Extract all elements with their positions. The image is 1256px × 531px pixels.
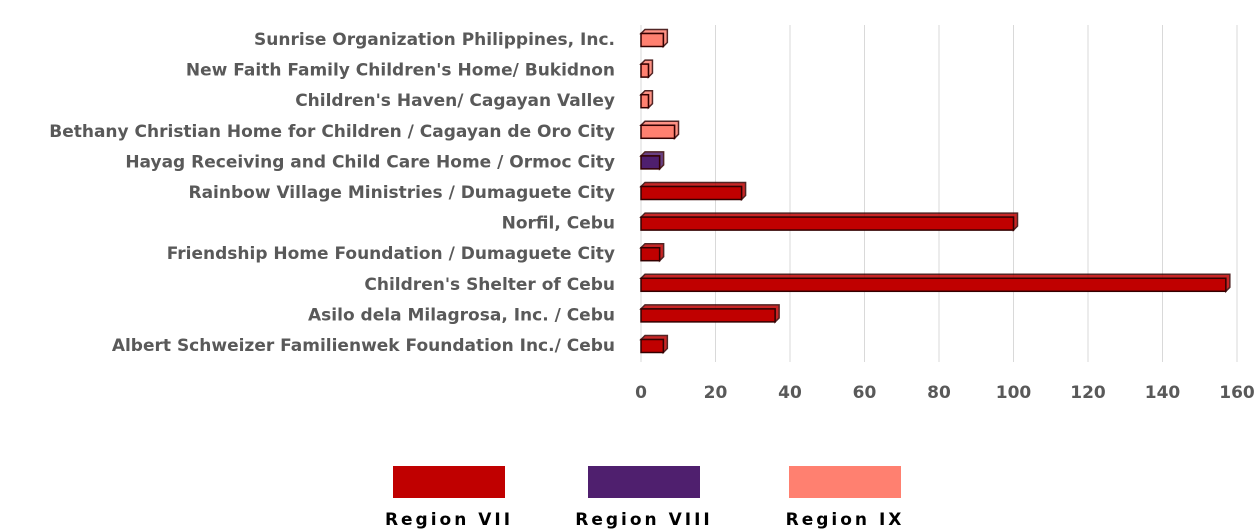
bar — [640, 216, 1015, 231]
bar — [640, 308, 776, 323]
bar — [640, 246, 661, 262]
y-tick-label: Rainbow Village Ministries / Dumaguete C… — [188, 183, 615, 203]
y-tick-label: Hayag Receiving and Child Care Home / Or… — [125, 152, 615, 172]
x-tick-label: 120 — [1070, 383, 1106, 403]
y-tick-label: Norfil, Cebu — [502, 214, 615, 234]
x-tick-label: 80 — [927, 383, 951, 403]
x-tick-label: 100 — [996, 383, 1032, 403]
x-tick-label: 20 — [704, 383, 728, 403]
y-tick-label: Sunrise Organization Philippines, Inc. — [254, 30, 615, 50]
x-tick-label: 60 — [853, 383, 877, 403]
bar — [640, 124, 676, 140]
legend-swatch — [789, 466, 901, 498]
y-tick-label: Albert Schweizer Familienwek Foundation … — [112, 336, 615, 356]
y-tick-label: New Faith Family Children's Home/ Bukidn… — [186, 61, 615, 81]
y-tick-label: Bethany Christian Home for Children / Ca… — [49, 122, 615, 142]
bar — [640, 32, 665, 48]
y-tick-label: Children's Haven/ Cagayan Valley — [295, 91, 615, 111]
legend-swatch — [393, 466, 505, 498]
bar — [640, 93, 650, 109]
bar — [640, 63, 650, 78]
legend-label: Region VII — [385, 510, 513, 530]
x-tick-label: 160 — [1219, 383, 1255, 403]
bar — [640, 155, 661, 170]
y-tick-label: Friendship Home Foundation / Dumaguete C… — [167, 244, 615, 264]
y-tick-label: Asilo dela Milagrosa, Inc. / Cebu — [308, 305, 615, 325]
legend-label: Region IX — [786, 510, 905, 530]
legend-swatch — [588, 466, 700, 498]
x-tick-label: 140 — [1145, 383, 1181, 403]
x-tick-label: 0 — [635, 383, 647, 403]
bar — [640, 338, 665, 354]
legend-label: Region VIII — [575, 510, 712, 530]
bar — [640, 185, 743, 201]
y-tick-label: Children's Shelter of Cebu — [364, 275, 615, 295]
bar — [640, 277, 1227, 293]
x-tick-label: 40 — [778, 383, 802, 403]
